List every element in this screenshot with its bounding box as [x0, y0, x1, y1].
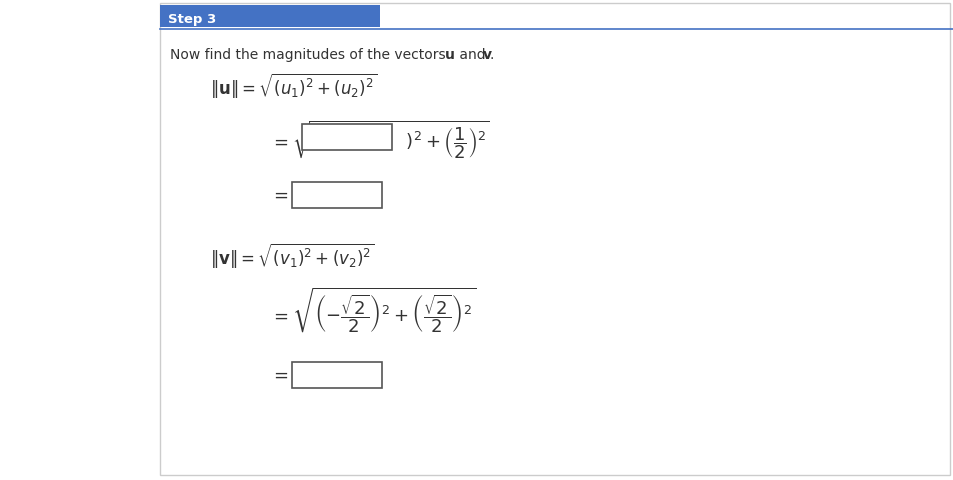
- Text: Step 3: Step 3: [168, 12, 216, 25]
- Text: $\|\mathbf{v}\| = \sqrt{(v_1)^2 + (v_2)^2}$: $\|\mathbf{v}\| = \sqrt{(v_1)^2 + (v_2)^…: [210, 240, 375, 269]
- FancyBboxPatch shape: [292, 182, 381, 208]
- FancyBboxPatch shape: [160, 5, 379, 27]
- Text: v: v: [482, 48, 492, 62]
- Text: $= \sqrt{\left(\quad\quad\quad\quad\quad\right)^2 + \left(\dfrac{1}{2}\right)^2}: $= \sqrt{\left(\quad\quad\quad\quad\quad…: [270, 119, 490, 161]
- Text: and: and: [455, 48, 490, 62]
- Text: $\|\mathbf{u}\| = \sqrt{(u_1)^2 + (u_2)^2}$: $\|\mathbf{u}\| = \sqrt{(u_1)^2 + (u_2)^…: [210, 71, 377, 99]
- Text: u: u: [444, 48, 455, 62]
- FancyBboxPatch shape: [302, 124, 392, 150]
- Text: $= \sqrt{\left(-\dfrac{\sqrt{2}}{2}\right)^2 + \left(\dfrac{\sqrt{2}}{2}\right)^: $= \sqrt{\left(-\dfrac{\sqrt{2}}{2}\righ…: [270, 285, 476, 335]
- Text: Now find the magnitudes of the vectors: Now find the magnitudes of the vectors: [170, 48, 450, 62]
- Text: .: .: [490, 48, 494, 62]
- FancyBboxPatch shape: [292, 362, 381, 388]
- Text: $=$: $=$: [270, 186, 289, 204]
- Text: $=$: $=$: [270, 366, 289, 384]
